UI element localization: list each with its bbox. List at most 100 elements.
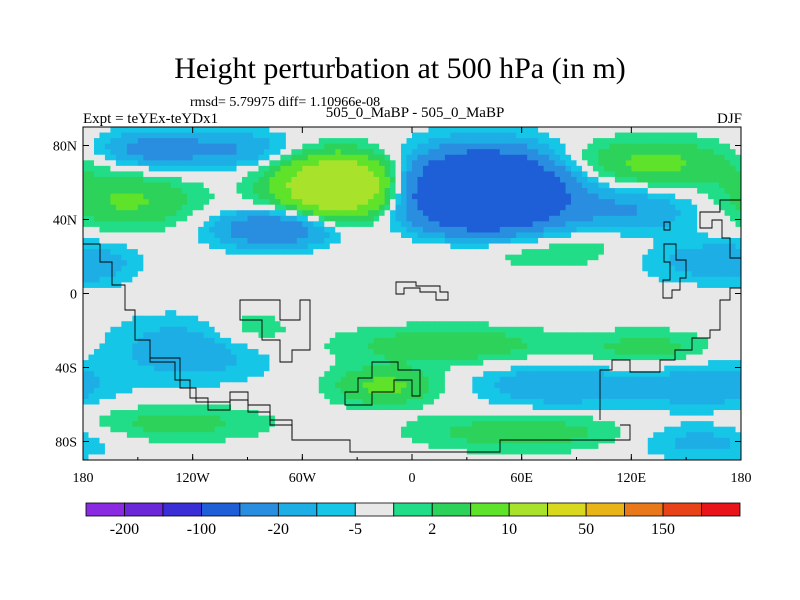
field-cell	[609, 332, 616, 339]
field-cell	[450, 271, 457, 278]
field-cell	[450, 171, 457, 178]
field-cell	[340, 154, 347, 161]
field-cell	[181, 215, 188, 222]
field-cell	[351, 249, 358, 256]
field-cell	[401, 282, 408, 289]
field-cell	[88, 199, 95, 206]
field-cell	[379, 349, 386, 356]
field-cell	[647, 238, 654, 245]
field-cell	[499, 260, 506, 267]
field-cell	[170, 232, 177, 239]
field-cell	[510, 210, 517, 217]
field-cell	[554, 238, 561, 245]
field-cell	[176, 254, 183, 261]
field-cell	[126, 276, 133, 283]
field-cell	[263, 310, 271, 317]
field-cell	[242, 171, 249, 178]
field-cell	[691, 243, 698, 250]
field-cell	[291, 193, 298, 200]
field-cell	[148, 287, 155, 295]
field-cell	[483, 132, 490, 139]
field-cell	[143, 143, 150, 150]
field-cell	[231, 176, 238, 184]
field-cell	[592, 349, 600, 356]
field-cell	[653, 154, 660, 161]
field-cell	[203, 149, 210, 156]
field-cell	[510, 138, 517, 145]
field-cell	[549, 249, 556, 256]
field-cell	[137, 132, 144, 139]
field-cell	[636, 143, 643, 150]
field-cell	[702, 199, 709, 206]
field-cell	[313, 149, 320, 156]
field-cell	[516, 204, 523, 211]
field-cell	[406, 199, 413, 206]
field-cell	[406, 337, 413, 345]
field-cell	[214, 326, 221, 333]
field-cell	[373, 176, 380, 184]
field-cell	[307, 143, 314, 150]
field-cell	[132, 199, 139, 206]
field-cell	[220, 343, 227, 350]
field-cell	[603, 254, 610, 261]
field-cell	[263, 193, 271, 200]
field-cell	[154, 193, 161, 200]
field-cell	[143, 299, 150, 306]
field-cell	[686, 315, 693, 322]
field-cell	[170, 287, 177, 295]
field-cell	[302, 304, 309, 311]
field-cell	[499, 349, 506, 356]
field-cell	[181, 199, 188, 206]
field-cell	[390, 215, 397, 222]
field-cell	[236, 182, 243, 189]
field-cell	[165, 176, 172, 184]
field-cell	[691, 143, 698, 150]
field-cell	[401, 304, 408, 311]
field-cell	[560, 282, 567, 289]
field-cell	[636, 254, 643, 261]
field-cell	[719, 310, 726, 317]
field-cell	[324, 315, 331, 322]
field-cell	[395, 337, 402, 345]
field-cell	[702, 154, 709, 161]
field-cell	[214, 199, 221, 206]
field-cell	[318, 188, 325, 195]
field-cell	[83, 293, 90, 300]
field-cell	[543, 349, 550, 356]
field-cell	[444, 232, 451, 239]
field-cell	[236, 243, 243, 250]
field-cell	[88, 326, 95, 333]
field-cell	[406, 310, 413, 317]
field-cell	[269, 315, 276, 322]
field-cell	[713, 260, 720, 267]
field-cell	[340, 337, 347, 345]
field-cell	[444, 154, 451, 161]
field-cell	[346, 299, 353, 306]
field-cell	[181, 265, 188, 272]
field-cell	[247, 337, 254, 345]
field-cell	[527, 276, 534, 283]
field-cell	[379, 282, 386, 289]
field-cell	[499, 221, 506, 228]
field-cell	[187, 265, 194, 272]
field-cell	[450, 188, 457, 195]
field-cell	[274, 310, 281, 317]
field-cell	[532, 238, 539, 245]
field-cell	[571, 310, 578, 317]
field-cell	[83, 132, 90, 139]
field-cell	[203, 315, 210, 322]
field-cell	[203, 349, 210, 356]
field-cell	[252, 188, 260, 195]
field-cell	[351, 293, 358, 300]
field-cell	[642, 343, 649, 350]
field-cell	[499, 337, 506, 345]
field-cell	[362, 332, 369, 339]
field-cell	[532, 321, 539, 328]
field-cell	[269, 287, 276, 295]
field-cell	[335, 243, 342, 250]
field-cell	[669, 171, 676, 178]
field-cell	[368, 176, 375, 184]
field-cell	[346, 249, 353, 256]
field-cell	[532, 132, 539, 139]
field-cell	[313, 143, 320, 150]
